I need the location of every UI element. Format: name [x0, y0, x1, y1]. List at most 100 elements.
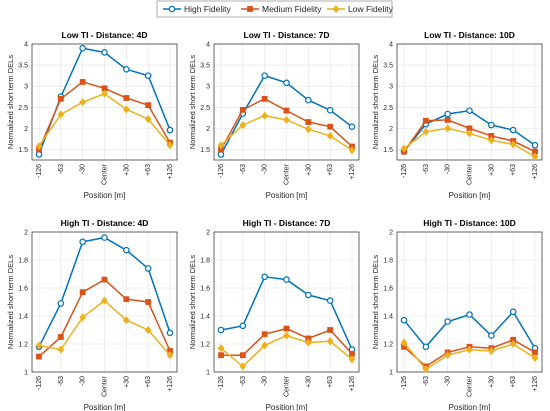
data-point: [57, 95, 64, 102]
data-point: [144, 72, 152, 79]
x-axis-label: Position [m]: [84, 191, 126, 200]
legend-label: High Fidelity: [184, 4, 232, 14]
x-tick-label: +126: [349, 376, 356, 392]
subplot-title: High TI - Distance: 10D: [423, 218, 516, 228]
data-point: [488, 332, 495, 339]
x-tick-label: -126: [36, 376, 43, 390]
x-tick-label: -126: [401, 376, 408, 390]
y-tick-label: 1.8: [383, 258, 393, 265]
subplot: 1.5 2 2.5 3 3.5 4 -126 -63 -30 Center +30 +63 +126 Lo…: [6, 30, 178, 200]
data-point: [509, 308, 517, 316]
data-point: [531, 353, 539, 363]
subplot: 1 1.2 1.4 1.6 1.8 2 -126 -63 -30 Center +30 +63 +126…: [188, 218, 360, 411]
subplot: 1 1.2 1.4 1.6 1.8 2 -126 -63 -30 Center +30 +63 +126…: [371, 218, 543, 411]
subplot-title: High TI - Distance: 4D: [61, 218, 149, 228]
data-point: [35, 341, 43, 350]
data-point: [444, 318, 451, 325]
y-tick-label: 2: [24, 230, 28, 237]
data-point: [123, 246, 130, 254]
data-point: [326, 106, 334, 114]
data-point: [101, 276, 108, 283]
y-tick-label: 2: [206, 126, 210, 133]
data-point: [400, 144, 408, 153]
y-tick-label: 2: [389, 230, 393, 237]
series: [35, 89, 174, 151]
data-point: [327, 123, 334, 130]
data-point: [531, 152, 539, 161]
y-axis-label: Normalized short term DELs: [371, 55, 380, 149]
x-tick-label: +63: [327, 376, 334, 388]
series: [36, 276, 173, 360]
data-point: [217, 344, 225, 353]
data-point: [123, 66, 130, 73]
y-tick-label: 2.5: [200, 105, 210, 112]
x-tick-label: +30: [123, 164, 130, 176]
y-tick-label: 1.2: [200, 342, 210, 349]
data-point: [466, 311, 473, 318]
x-tick-label: Center: [467, 375, 474, 397]
legend-label: Low Fidelity: [348, 4, 394, 14]
subplot-title: Low TI - Distance: 10D: [424, 30, 515, 40]
x-tick-label: +126: [349, 164, 356, 180]
x-tick-label: -126: [218, 164, 225, 178]
y-axis-label: Normalized short term DELs: [188, 55, 197, 149]
data-point: [444, 117, 451, 123]
subplot: 1.5 2 2.5 3 3.5 4 -126 -63 -30 Center +30 +63 +126 Lo…: [371, 30, 543, 200]
y-tick-label: 3.5: [200, 63, 210, 70]
x-tick-label: Center: [284, 163, 291, 185]
legend-label: Medium Fidelity: [262, 4, 322, 14]
data-point: [400, 338, 408, 347]
data-point: [101, 89, 108, 98]
x-tick-label: +30: [488, 376, 495, 388]
legend-item: Medium Fidelity: [241, 4, 322, 14]
x-tick-label: -63: [423, 376, 430, 386]
x-tick-label: +30: [488, 164, 495, 176]
x-tick-label: Center: [102, 375, 109, 397]
y-tick-label: 2: [24, 126, 28, 133]
x-axis-label: Position [m]: [266, 403, 308, 411]
x-tick-label: +30: [123, 376, 130, 388]
data-point: [57, 300, 65, 307]
data-point: [261, 95, 268, 102]
y-tick-label: 1.5: [383, 147, 393, 154]
x-tick-label: -30: [80, 376, 87, 386]
data-point: [400, 316, 408, 324]
data-point: [444, 124, 452, 133]
x-tick-label: +126: [167, 164, 174, 180]
plot-area: [213, 231, 360, 373]
data-point: [348, 123, 356, 130]
data-point: [239, 352, 246, 359]
data-point: [283, 325, 290, 332]
y-tick-label: 1.2: [18, 342, 28, 349]
x-tick-label: -63: [58, 376, 65, 386]
y-tick-label: 1.4: [200, 314, 210, 321]
x-tick-label: +30: [305, 376, 312, 388]
y-tick-label: 3: [206, 84, 210, 91]
series: [218, 325, 355, 359]
data-point: [466, 107, 473, 114]
data-point: [36, 353, 42, 360]
y-tick-label: 1.4: [18, 314, 28, 321]
series: [217, 111, 356, 155]
data-point: [466, 345, 473, 354]
x-tick-label: +126: [532, 164, 539, 180]
data-point: [218, 352, 224, 359]
y-tick-label: 1.8: [200, 258, 210, 265]
x-axis-label: Position [m]: [84, 403, 126, 411]
data-point: [217, 151, 225, 158]
data-point: [348, 146, 356, 155]
data-point: [261, 72, 268, 79]
x-tick-label: +63: [327, 164, 334, 176]
x-tick-label: -63: [423, 164, 430, 174]
data-point: [326, 297, 334, 304]
y-tick-label: 1.5: [18, 147, 28, 154]
data-point: [239, 120, 247, 130]
data-point: [422, 127, 430, 136]
data-point: [123, 95, 130, 101]
data-point: [35, 151, 43, 158]
y-tick-label: 3: [389, 84, 393, 91]
data-point: [261, 331, 268, 338]
data-point: [144, 115, 152, 124]
data-point: [79, 98, 87, 107]
